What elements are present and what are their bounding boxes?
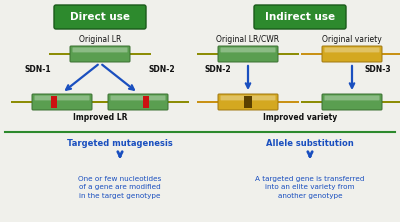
FancyBboxPatch shape [54,5,146,29]
FancyBboxPatch shape [34,95,90,100]
Text: SDN-2: SDN-2 [149,65,175,73]
Text: Direct use: Direct use [70,12,130,22]
FancyBboxPatch shape [324,95,380,100]
FancyBboxPatch shape [72,48,128,52]
Text: SDN-3: SDN-3 [365,65,391,73]
FancyBboxPatch shape [110,95,166,100]
Text: Indirect use: Indirect use [265,12,335,22]
Bar [51,96,57,108]
FancyBboxPatch shape [220,95,276,100]
Text: A targeted gene is transferred
into an elite variety from
another genotype: A targeted gene is transferred into an e… [255,176,365,198]
FancyBboxPatch shape [108,94,168,110]
Text: Original LR/CWR: Original LR/CWR [216,34,280,44]
FancyBboxPatch shape [70,46,130,62]
FancyBboxPatch shape [322,46,382,62]
FancyBboxPatch shape [218,46,278,62]
Text: Improved variety: Improved variety [263,113,337,121]
FancyBboxPatch shape [218,94,278,110]
FancyBboxPatch shape [254,5,346,29]
FancyBboxPatch shape [32,94,92,110]
Text: Allele substitution: Allele substitution [266,139,354,149]
Bar [143,96,149,108]
Text: SDN-1: SDN-1 [25,65,51,73]
Text: Improved LR: Improved LR [73,113,127,121]
Text: Targeted mutagenesis: Targeted mutagenesis [67,139,173,149]
FancyBboxPatch shape [220,48,276,52]
Text: One or few nucleotides
of a gene are modified
in the target genotype: One or few nucleotides of a gene are mod… [78,176,162,198]
Text: Original variety: Original variety [322,34,382,44]
Text: SDN-2: SDN-2 [205,65,231,73]
FancyBboxPatch shape [324,48,380,52]
FancyBboxPatch shape [322,94,382,110]
Text: Original LR: Original LR [79,34,121,44]
Bar [244,96,252,108]
